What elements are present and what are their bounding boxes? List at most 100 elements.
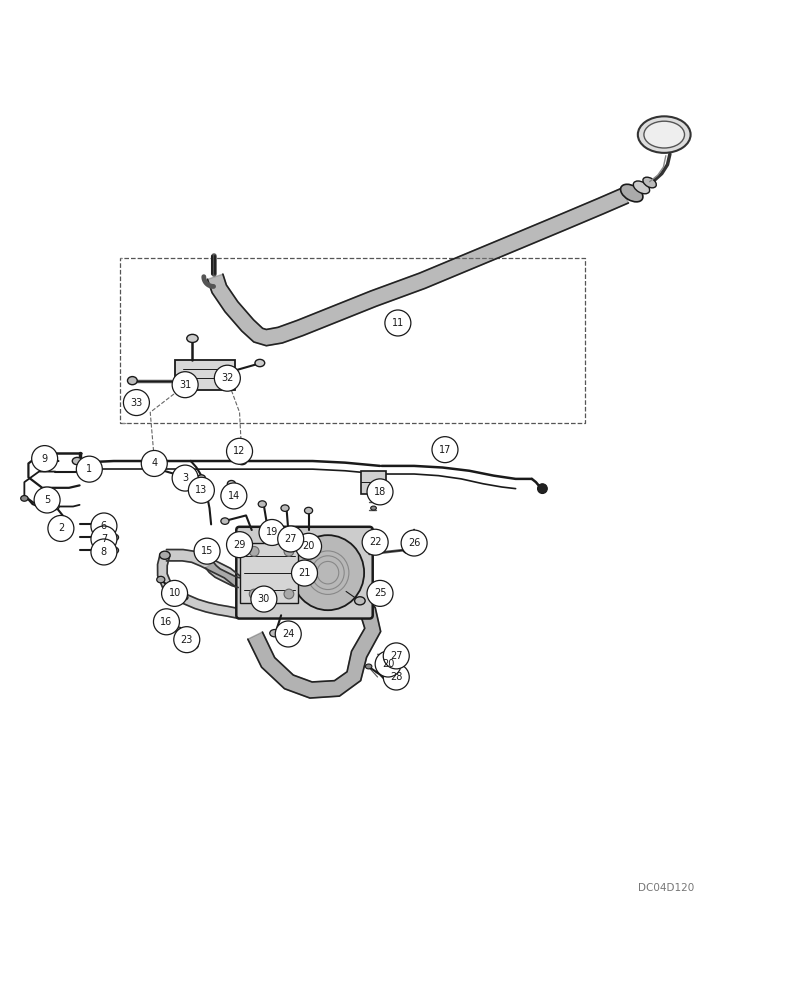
Circle shape (123, 390, 149, 416)
Text: 20: 20 (302, 541, 315, 551)
Circle shape (76, 456, 102, 482)
Circle shape (375, 651, 401, 677)
Text: 23: 23 (180, 635, 193, 645)
Ellipse shape (294, 565, 310, 580)
Circle shape (291, 560, 317, 586)
Ellipse shape (354, 597, 365, 605)
Circle shape (174, 627, 200, 653)
Ellipse shape (157, 576, 165, 583)
Circle shape (251, 586, 277, 612)
Ellipse shape (304, 507, 312, 514)
Ellipse shape (642, 177, 655, 188)
Circle shape (226, 438, 252, 464)
Text: 30: 30 (257, 594, 270, 604)
Circle shape (141, 450, 167, 476)
Ellipse shape (176, 472, 184, 479)
Ellipse shape (150, 458, 158, 464)
Circle shape (91, 526, 117, 552)
Text: 33: 33 (130, 398, 143, 408)
FancyBboxPatch shape (174, 360, 235, 390)
Ellipse shape (20, 496, 28, 501)
Text: 21: 21 (298, 568, 311, 578)
Ellipse shape (255, 359, 264, 367)
Circle shape (214, 365, 240, 391)
Ellipse shape (643, 121, 684, 148)
Text: 19: 19 (265, 527, 278, 537)
Circle shape (91, 539, 117, 565)
Text: 32: 32 (221, 373, 234, 383)
Text: 22: 22 (368, 537, 381, 547)
Circle shape (384, 653, 391, 659)
Circle shape (172, 372, 198, 398)
Ellipse shape (72, 457, 82, 465)
Circle shape (34, 487, 60, 513)
Text: 2: 2 (58, 523, 64, 533)
Ellipse shape (402, 545, 414, 554)
Circle shape (153, 609, 179, 635)
Polygon shape (205, 562, 241, 588)
Circle shape (48, 515, 74, 541)
Polygon shape (157, 554, 240, 618)
Text: 6: 6 (101, 521, 107, 531)
Text: 7: 7 (101, 534, 107, 544)
Circle shape (295, 533, 321, 559)
Ellipse shape (237, 457, 247, 465)
Circle shape (384, 310, 410, 336)
Circle shape (259, 519, 285, 545)
Ellipse shape (182, 595, 188, 600)
Ellipse shape (281, 505, 289, 511)
Circle shape (401, 530, 427, 556)
Circle shape (226, 532, 252, 558)
FancyBboxPatch shape (236, 527, 372, 619)
Circle shape (284, 546, 294, 556)
Text: 15: 15 (200, 546, 213, 556)
Text: 31: 31 (178, 380, 191, 390)
Text: 28: 28 (389, 672, 402, 682)
Ellipse shape (370, 506, 375, 510)
Ellipse shape (175, 627, 182, 633)
Circle shape (172, 465, 198, 491)
Text: 18: 18 (373, 487, 386, 497)
Ellipse shape (258, 501, 266, 507)
Ellipse shape (127, 377, 137, 385)
Text: 24: 24 (281, 629, 294, 639)
FancyBboxPatch shape (239, 543, 298, 603)
Circle shape (284, 589, 294, 599)
Ellipse shape (637, 116, 689, 153)
Circle shape (249, 546, 259, 556)
Text: 29: 29 (233, 540, 246, 550)
Ellipse shape (197, 475, 205, 481)
Circle shape (194, 538, 220, 564)
Ellipse shape (110, 547, 118, 554)
Circle shape (537, 484, 547, 494)
Ellipse shape (620, 184, 642, 202)
Ellipse shape (291, 535, 363, 610)
Ellipse shape (187, 334, 198, 342)
FancyBboxPatch shape (361, 471, 385, 494)
Ellipse shape (633, 181, 649, 194)
Circle shape (362, 529, 388, 555)
Text: 10: 10 (168, 588, 181, 598)
Ellipse shape (221, 518, 229, 524)
Text: 12: 12 (233, 446, 246, 456)
Ellipse shape (191, 644, 198, 649)
Circle shape (367, 479, 393, 505)
Text: 11: 11 (391, 318, 404, 328)
Polygon shape (208, 188, 628, 346)
Circle shape (383, 664, 409, 690)
Ellipse shape (108, 521, 116, 528)
Circle shape (275, 621, 301, 647)
Text: 20: 20 (381, 659, 394, 669)
Circle shape (161, 580, 187, 606)
Text: 4: 4 (151, 458, 157, 468)
Circle shape (188, 477, 214, 503)
Text: 3: 3 (182, 473, 188, 483)
Text: 5: 5 (44, 495, 50, 505)
Ellipse shape (51, 503, 59, 510)
Text: DC04D120: DC04D120 (637, 883, 693, 893)
Circle shape (91, 513, 117, 539)
Text: 1: 1 (86, 464, 92, 474)
Ellipse shape (227, 481, 235, 487)
Text: 17: 17 (438, 445, 451, 455)
Ellipse shape (38, 455, 46, 462)
